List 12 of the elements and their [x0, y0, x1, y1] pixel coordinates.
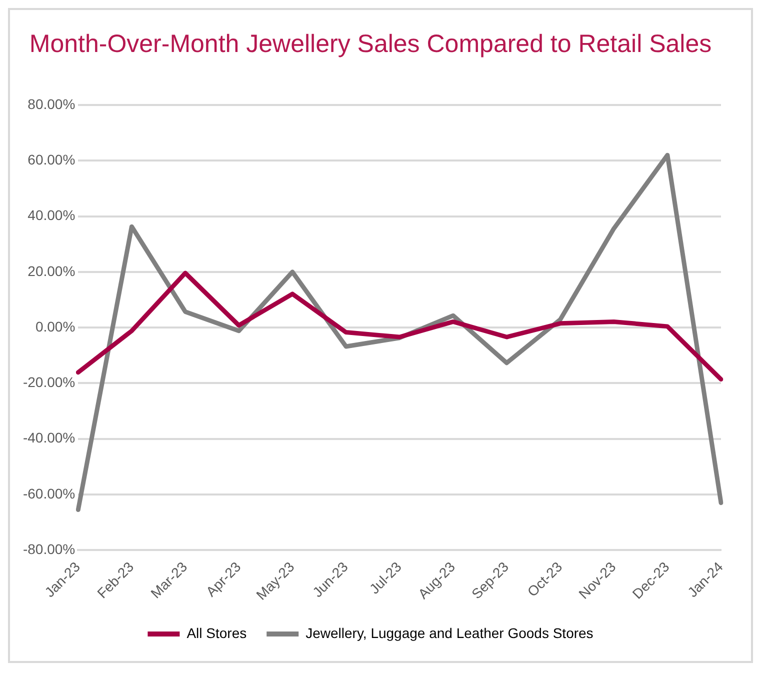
y-tick-label: -20.00%: [22, 374, 76, 390]
y-tick-label: 40.00%: [28, 207, 76, 224]
y-tick-label: -60.00%: [22, 485, 76, 502]
legend-label: All Stores: [186, 624, 247, 641]
chart-title: Month-Over-Month Jewellery Sales Compared to Retail Sales: [29, 30, 712, 58]
y-tick-label: 80.00%: [28, 96, 76, 112]
y-tick-label: 20.00%: [28, 262, 76, 279]
y-tick-label: -40.00%: [22, 430, 76, 446]
y-tick-label: 60.00%: [28, 152, 76, 168]
y-tick-label: -80.00%: [22, 540, 76, 557]
legend-label: Jewellery, Luggage and Leather Goods Stores: [306, 624, 594, 641]
y-tick-label: 0.00%: [35, 318, 76, 334]
